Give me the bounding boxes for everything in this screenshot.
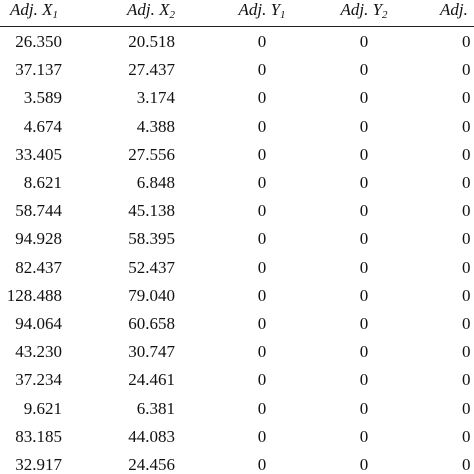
table-cell: 0 bbox=[257, 314, 267, 333]
table-cell: 79.040 bbox=[128, 285, 175, 305]
table-cell: 9.621 bbox=[23, 398, 62, 418]
table-cell: 0 bbox=[462, 398, 471, 418]
table-cell: 37.234 bbox=[15, 370, 62, 390]
table-cell: 52.437 bbox=[128, 257, 175, 277]
table-cell: 26.350 bbox=[15, 32, 62, 51]
table-cell: 4.674 bbox=[23, 116, 62, 136]
table-cell: 6.848 bbox=[136, 173, 175, 192]
header-text: Adj. X bbox=[127, 0, 170, 19]
table-cell: 0 bbox=[462, 32, 471, 51]
table-cell: 0 bbox=[462, 201, 471, 221]
table-cell: 0 bbox=[257, 201, 267, 221]
table-cell: 0 bbox=[257, 88, 267, 108]
table-cell: 0 bbox=[257, 60, 267, 80]
table-cell: 0 bbox=[462, 116, 471, 136]
header-subscript: 2 bbox=[169, 9, 176, 21]
header-cell: Adj. X1 bbox=[10, 0, 58, 25]
table-cell: 0 bbox=[462, 285, 471, 305]
table-cell: 0 bbox=[257, 257, 267, 277]
table-cell: 0 bbox=[257, 342, 267, 362]
header-cell: Adj. Y2 bbox=[340, 0, 387, 25]
table-cell: 0 bbox=[359, 229, 369, 249]
table-cell: 44.083 bbox=[128, 426, 175, 446]
table-cell: 94.928 bbox=[15, 229, 62, 249]
table-cell: 60.658 bbox=[128, 314, 175, 333]
table-cell: 0 bbox=[257, 116, 267, 136]
table-cell: 6.381 bbox=[136, 398, 175, 418]
header-text: Adj. X bbox=[10, 0, 53, 19]
table-cell: 33.405 bbox=[15, 144, 62, 164]
table-cell: 0 bbox=[462, 144, 471, 164]
table-cell: 83.185 bbox=[15, 426, 62, 446]
table-cell: 58.744 bbox=[15, 201, 62, 221]
table-cell: 0 bbox=[257, 455, 267, 474]
table-cell: 0 bbox=[359, 314, 369, 333]
table-cell: 0 bbox=[257, 32, 267, 51]
table-cell: 3.589 bbox=[23, 88, 62, 108]
table-cell: 0 bbox=[257, 144, 267, 164]
table-cell: 0 bbox=[462, 370, 471, 390]
header-subscript: 1 bbox=[280, 9, 286, 21]
table-cell: 0 bbox=[359, 370, 369, 390]
table-cell: 94.064 bbox=[15, 314, 62, 333]
table-cell: 37.137 bbox=[15, 60, 62, 80]
header-cell: Adj. bbox=[440, 0, 468, 20]
table-cell: 0 bbox=[462, 88, 471, 108]
table-cell: 3.174 bbox=[136, 88, 175, 108]
header-cell: Adj. Y1 bbox=[238, 0, 285, 25]
header-subscript: 1 bbox=[52, 9, 59, 21]
header-text: Adj. Y bbox=[340, 0, 383, 19]
table-cell: 0 bbox=[359, 60, 369, 80]
table-cell: 0 bbox=[462, 229, 471, 249]
table-cell: 0 bbox=[359, 285, 369, 305]
header-cell: Adj. X2 bbox=[127, 0, 175, 25]
header-text: Adj. bbox=[440, 0, 468, 19]
table-cell: 45.138 bbox=[128, 201, 175, 221]
table-cell: 0 bbox=[257, 426, 267, 446]
table-cell: 128.488 bbox=[6, 285, 62, 305]
table-cell: 0 bbox=[462, 314, 471, 333]
table-cell: 0 bbox=[359, 32, 369, 51]
table-cell: 0 bbox=[359, 398, 369, 418]
table-cell: 24.456 bbox=[128, 455, 175, 474]
table-cell: 27.556 bbox=[128, 144, 175, 164]
table-cell: 0 bbox=[257, 398, 267, 418]
table-cell: 0 bbox=[462, 60, 471, 80]
table-cell: 0 bbox=[257, 173, 267, 192]
table-cell: 0 bbox=[462, 426, 471, 446]
header-text: Adj. Y bbox=[238, 0, 281, 19]
table-cell: 32.917 bbox=[15, 455, 62, 474]
table-cell: 0 bbox=[257, 370, 267, 390]
table-cell: 0 bbox=[359, 455, 369, 474]
table-cell: 27.437 bbox=[128, 60, 175, 80]
header-subscript: 2 bbox=[382, 9, 388, 21]
table-cell: 0 bbox=[462, 342, 471, 362]
table-cell: 0 bbox=[359, 257, 369, 277]
table-cell: 0 bbox=[359, 426, 369, 446]
table-cell: 0 bbox=[359, 173, 369, 192]
table-cell: 8.621 bbox=[23, 173, 62, 192]
table-cell: 43.230 bbox=[15, 342, 62, 362]
table-cell: 30.747 bbox=[128, 342, 175, 362]
table-cell: 0 bbox=[462, 257, 471, 277]
table-cell: 20.518 bbox=[128, 32, 175, 51]
table-cell: 0 bbox=[462, 173, 471, 192]
header-rule bbox=[0, 26, 474, 27]
table-cell: 0 bbox=[359, 342, 369, 362]
table-cell: 0 bbox=[359, 144, 369, 164]
table-cell: 82.437 bbox=[15, 257, 62, 277]
table-cell: 0 bbox=[257, 285, 267, 305]
table-cell: 4.388 bbox=[136, 116, 175, 136]
table-cell: 0 bbox=[359, 201, 369, 221]
table-cell: 0 bbox=[359, 116, 369, 136]
table-cell: 58.395 bbox=[128, 229, 175, 249]
table-cell: 24.461 bbox=[128, 370, 175, 390]
table-cell: 0 bbox=[462, 455, 471, 474]
table-cell: 0 bbox=[257, 229, 267, 249]
table-cell: 0 bbox=[359, 88, 369, 108]
